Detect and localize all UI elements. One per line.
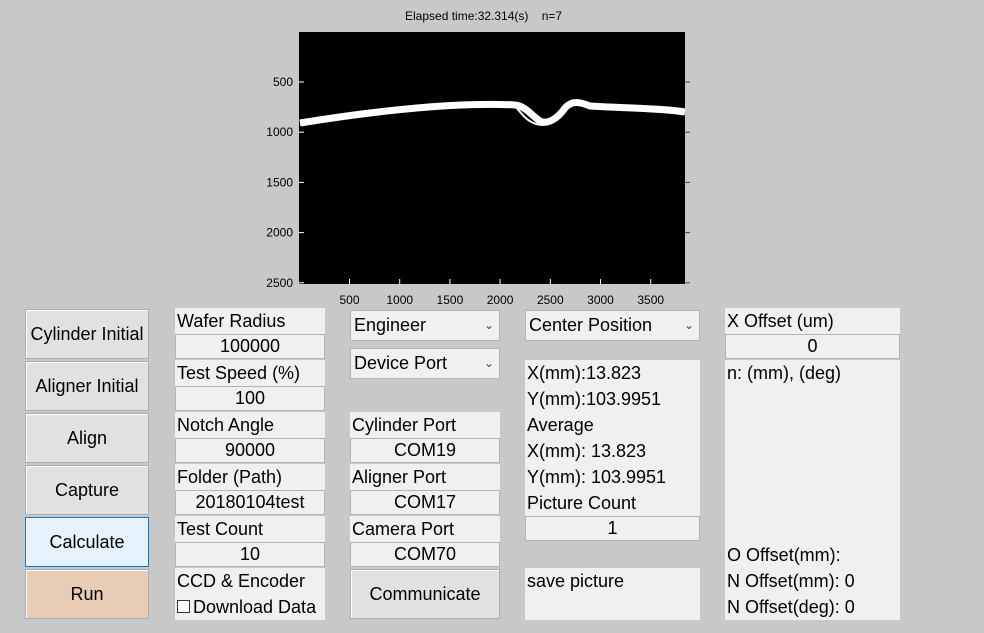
wafer-edge-band — [299, 99, 686, 127]
ccd-encoder-panel: CCD & Encoder Download Data — [175, 568, 325, 620]
y-axis-ticks: 500 1000 1500 2000 2500 — [266, 75, 690, 290]
test-count-field[interactable]: 10 — [175, 542, 325, 567]
download-data-label: Download Data — [193, 597, 317, 617]
plot-area — [299, 32, 685, 284]
picture-count-label: Picture Count — [527, 493, 637, 513]
cylinder-initial-button[interactable]: Cylinder Initial — [25, 309, 149, 359]
x-tick-label: 3500 — [637, 293, 664, 307]
y-tick-label: 2000 — [266, 226, 293, 240]
camera-plot: 500 1000 1500 2000 2500 500 1000 1500 2000 2500 3… — [266, 32, 690, 307]
offset-result-panel: n: (mm), (deg) O Offset(mm): N Offset(mm… — [725, 360, 900, 620]
notch-angle-label: Notch Angle — [175, 412, 325, 438]
notch-curve — [514, 105, 566, 127]
cylinder-port-label: Cylinder Port — [350, 412, 500, 438]
center-position-select[interactable]: Center Position ⌄ — [525, 310, 700, 341]
folder-path-label: Folder (Path) — [175, 464, 325, 490]
test-count-label: Test Count — [175, 516, 325, 542]
aligner-port-field[interactable]: COM17 — [350, 490, 500, 515]
run-button[interactable]: Run — [25, 569, 149, 619]
capture-button[interactable]: Capture — [25, 465, 149, 515]
device-port-select[interactable]: Device Port ⌄ — [350, 348, 500, 379]
mode-select[interactable]: Engineer ⌄ — [350, 310, 500, 341]
x-tick-label: 2500 — [537, 293, 564, 307]
chevron-down-icon: ⌄ — [483, 318, 494, 332]
wafer-edge-trace — [299, 99, 686, 127]
center-position-select-value: Center Position — [529, 315, 653, 335]
avg-x-mm-value: X(mm): 13.823 — [527, 441, 647, 461]
chevron-down-icon: ⌄ — [483, 356, 494, 370]
chevron-down-icon: ⌄ — [683, 318, 694, 332]
wafer-radius-label: Wafer Radius — [175, 308, 325, 334]
notch-angle-field[interactable]: 90000 — [175, 438, 325, 463]
cylinder-port-field[interactable]: COM19 — [350, 438, 500, 463]
x-tick-label: 3000 — [587, 293, 614, 307]
x-axis-ticks: 500 1000 1500 2000 2500 3000 3500 — [339, 279, 664, 307]
n-offset-mm-value: N Offset(mm): 0 — [727, 571, 855, 591]
n-offset-deg-value: N Offset(deg): 0 — [727, 597, 855, 617]
folder-path-field[interactable]: 20180104test — [175, 490, 325, 515]
aligner-initial-button[interactable]: Aligner Initial — [25, 361, 149, 411]
o-offset-value: O Offset(mm): — [727, 545, 841, 565]
y-tick-label: 1500 — [266, 175, 293, 189]
x-tick-label: 1500 — [437, 293, 464, 307]
x-mm-value: X(mm):13.823 — [527, 363, 642, 383]
download-data-checkbox-row[interactable]: Download Data — [175, 594, 325, 620]
center-result-panel: X(mm):13.823 Y(mm):103.9951 Average X(mm… — [525, 360, 700, 516]
x-offset-label: X Offset (um) — [725, 308, 900, 334]
x-tick-label: 1000 — [386, 293, 413, 307]
test-speed-field[interactable]: 100 — [175, 386, 325, 411]
x-tick-label: 500 — [339, 293, 359, 307]
avg-y-mm-value: Y(mm): 103.9951 — [527, 467, 667, 487]
test-speed-label: Test Speed (%) — [175, 360, 325, 386]
n-header-label: n: (mm), (deg) — [727, 363, 842, 383]
plot-title: Elapsed time:32.314(s) n=7 — [405, 9, 563, 23]
y-tick-label: 1000 — [266, 125, 293, 139]
align-button[interactable]: Align — [25, 413, 149, 463]
mode-select-value: Engineer — [354, 315, 427, 335]
x-offset-field[interactable]: 0 — [725, 334, 900, 359]
ccd-encoder-label: CCD & Encoder — [177, 571, 306, 591]
x-tick-label: 2000 — [487, 293, 514, 307]
download-data-checkbox[interactable] — [177, 600, 190, 614]
wafer-radius-field[interactable]: 100000 — [175, 334, 325, 359]
save-picture-label: save picture — [525, 568, 700, 620]
y-tick-label: 2500 — [266, 276, 293, 290]
device-port-select-value: Device Port — [354, 353, 448, 373]
calculate-button[interactable]: Calculate — [25, 517, 149, 567]
y-tick-label: 500 — [273, 75, 293, 89]
average-label: Average — [527, 415, 594, 435]
aligner-port-label: Aligner Port — [350, 464, 500, 490]
picture-count-field[interactable]: 1 — [525, 516, 700, 541]
communicate-button[interactable]: Communicate — [350, 569, 500, 619]
y-mm-value: Y(mm):103.9951 — [527, 389, 662, 409]
camera-port-label: Camera Port — [350, 516, 500, 542]
camera-port-field[interactable]: COM70 — [350, 542, 500, 567]
